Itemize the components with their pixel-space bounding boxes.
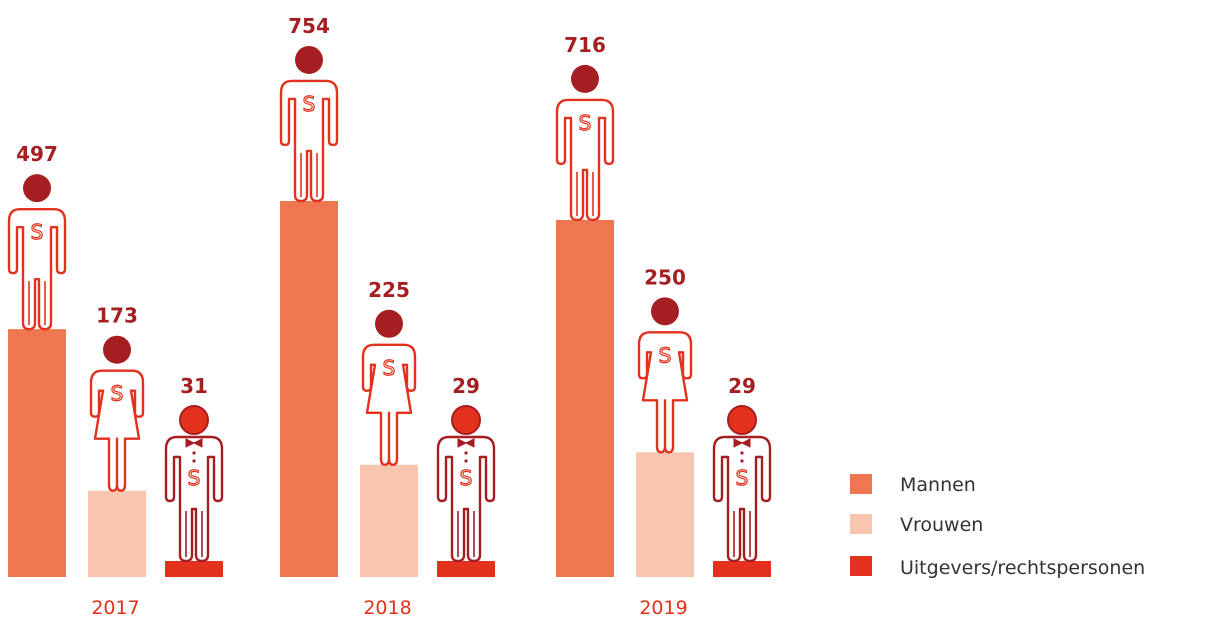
svg-text:S: S: [579, 111, 592, 135]
svg-text:S: S: [188, 466, 201, 490]
bar-vrouwen-2019: [636, 452, 694, 577]
year-labels-group: 2017 2018 2019: [91, 597, 687, 618]
svg-text:S: S: [31, 220, 44, 244]
svg-text:S: S: [303, 92, 316, 116]
value-label-vrouwen-2018: 225: [368, 278, 410, 302]
svg-text:S: S: [659, 343, 672, 367]
bar-uitgevers-2018: [437, 561, 495, 577]
value-label-vrouwen-2017: 173: [96, 304, 138, 328]
bar-mannen-2018: [280, 200, 338, 577]
bowtie-person-icon: S: [436, 405, 496, 563]
value-label-uitgevers-2018: 29: [452, 374, 480, 398]
legend-swatch-uitgevers: [850, 556, 872, 576]
year-label-2018: 2018: [363, 597, 411, 618]
svg-text:S: S: [383, 356, 396, 380]
legend-swatch-mannen: [850, 474, 872, 494]
woman-icon: S: [89, 335, 145, 492]
legend: Mannen Vrouwen Uitgevers/rechtspersonen: [850, 474, 1145, 579]
bar-mannen-2019: [556, 219, 614, 578]
value-label-uitgevers-2017: 31: [180, 374, 208, 398]
legend-swatch-vrouwen: [850, 514, 872, 534]
value-label-mannen-2017: 497: [16, 142, 58, 166]
legend-label-mannen: Mannen: [900, 474, 976, 496]
value-label-mannen-2018: 754: [288, 14, 330, 38]
figures-group: S S S S S S S S S: [7, 45, 772, 563]
year-label-2017: 2017: [91, 597, 139, 618]
bowtie-person-icon: S: [712, 405, 772, 563]
woman-icon: S: [637, 297, 693, 454]
bar-mannen-2017: [8, 329, 66, 577]
value-labels-group: 497 173 31 754 225 29 716 250 29: [16, 14, 756, 398]
bar-uitgevers-2017: [165, 561, 223, 577]
man-icon: S: [555, 64, 615, 222]
value-label-mannen-2019: 716: [564, 33, 606, 57]
man-icon: S: [279, 45, 339, 203]
bars-group: [8, 200, 771, 578]
bowtie-person-icon: S: [164, 405, 224, 563]
bar-vrouwen-2017: [88, 490, 146, 577]
bar-vrouwen-2018: [360, 464, 418, 577]
woman-icon: S: [361, 309, 417, 466]
man-icon: S: [7, 174, 67, 331]
bar-uitgevers-2019: [713, 561, 771, 577]
value-label-uitgevers-2019: 29: [728, 374, 756, 398]
svg-text:S: S: [736, 466, 749, 490]
legend-label-uitgevers: Uitgevers/rechtspersonen: [900, 557, 1145, 579]
svg-text:S: S: [111, 382, 124, 406]
svg-text:S: S: [460, 466, 473, 490]
legend-label-vrouwen: Vrouwen: [900, 514, 983, 536]
year-label-2019: 2019: [639, 597, 687, 618]
value-label-vrouwen-2019: 250: [644, 265, 686, 289]
